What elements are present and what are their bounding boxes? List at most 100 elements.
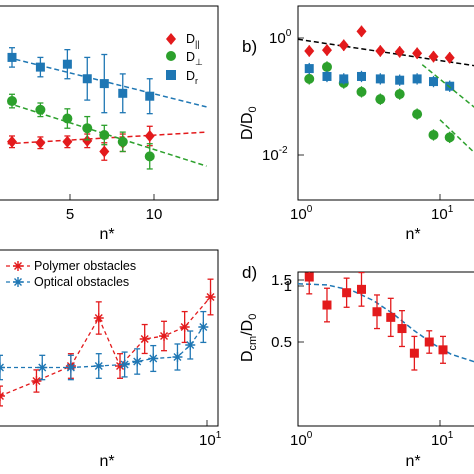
legend-label-d-r: Dr [186, 69, 198, 86]
fit-line [439, 119, 474, 154]
fit-line [298, 283, 474, 363]
panel-d-ylabel: Dcm/D0 [239, 314, 259, 362]
square-data-point [339, 74, 349, 84]
square-data-point [356, 71, 366, 81]
asterisk-data-point [65, 362, 76, 373]
circle-data-point [117, 136, 128, 147]
diamond-data-point [82, 134, 93, 147]
asterisk-data-point [148, 353, 159, 364]
panel-d-label: d) [242, 263, 257, 282]
asterisk-data-point [198, 322, 209, 332]
square-data-point [424, 337, 434, 347]
panel-a: 5 10 n* D|| D⊥ Dr [0, 5, 219, 243]
panel-a-xtick-label: 5 [66, 206, 74, 223]
square-data-point [304, 272, 314, 282]
asterisk-data-point [159, 331, 170, 341]
panel-a-xtick-label: 10 [146, 206, 163, 223]
circle-data-point [62, 113, 73, 124]
panel-a-plot [7, 47, 207, 170]
series-line [0, 326, 204, 369]
panel-b: b) 100 10-2 100 101 n* D/D0 [239, 5, 474, 243]
circle-data-point [82, 123, 93, 134]
panel-c-plot [0, 278, 216, 407]
panel-b-ylabel: D/D0 [239, 106, 259, 140]
square-data-point [409, 348, 419, 358]
square-data-point [304, 64, 314, 74]
diamond-data-point [356, 25, 367, 38]
circle-data-point [99, 130, 110, 141]
asterisk-data-point [115, 361, 126, 371]
square-data-point [322, 71, 332, 81]
asterisk-data-point [37, 362, 48, 373]
circle-data-point [412, 109, 423, 120]
diamond-data-point [304, 44, 315, 57]
circle-data-point [35, 104, 46, 115]
square-data-point [118, 88, 128, 98]
square-data-point [356, 284, 366, 294]
square-data-point [82, 74, 92, 84]
panel-a-frame [0, 5, 219, 201]
asterisk-data-point [139, 334, 150, 344]
square-data-point [438, 345, 448, 355]
diamond-data-point [375, 44, 386, 57]
square-data-point [99, 79, 109, 89]
panel-d-xtick-label: 100 [290, 430, 313, 449]
panel-b-xtick-label: 101 [431, 204, 454, 223]
asterisk-data-point [132, 356, 143, 367]
square-data-point [342, 288, 352, 298]
diamond-data-point [444, 51, 455, 64]
panel-d-ytick-label: 0.5 [271, 334, 292, 351]
panel-b-plot [298, 25, 474, 154]
square-data-point [372, 307, 382, 317]
panel-d-ytick-label: 1.5 [271, 272, 292, 289]
circle-data-point [7, 96, 17, 107]
circle-data-point [356, 86, 367, 97]
legend-label-d-perp: D⊥ [186, 50, 203, 67]
panel-d-xtick-label: 101 [431, 430, 454, 449]
panel-b-ytick-label: 100 [269, 28, 292, 47]
asterisk-data-point [0, 391, 5, 401]
diamond-data-point [144, 129, 155, 142]
circle-data-point [321, 61, 332, 72]
legend-asterisk-marker [13, 261, 23, 271]
fit-line [298, 38, 474, 67]
asterisk-data-point [205, 292, 216, 302]
asterisk-data-point [0, 362, 5, 373]
legend-circle-marker [166, 51, 176, 61]
panel-c-legend: Polymer obstacles Optical obstacles [6, 259, 136, 289]
diamond-data-point [412, 47, 423, 60]
square-data-point [375, 74, 385, 84]
circle-data-point [394, 89, 405, 100]
panel-c-xtick-label: 101 [199, 430, 222, 449]
diamond-data-point [35, 136, 46, 149]
panel-b-ytick-label: 10-2 [262, 145, 288, 164]
panel-d-ytick-label: 1 [284, 278, 292, 295]
panel-c-xlabel: n* [99, 453, 114, 470]
legend-diamond-marker [166, 33, 176, 45]
fit-line [421, 64, 474, 108]
legend-asterisk-marker [13, 277, 23, 287]
square-data-point [429, 77, 439, 87]
circle-data-point [304, 73, 315, 84]
panel-b-frame [297, 5, 474, 201]
asterisk-data-point [93, 313, 104, 323]
diamond-data-point [62, 135, 73, 148]
square-data-point [397, 324, 407, 334]
square-data-point [35, 62, 45, 72]
asterisk-data-point [179, 322, 190, 332]
circle-data-point [428, 129, 439, 140]
circle-data-point [444, 132, 455, 143]
asterisk-data-point [185, 340, 196, 350]
diamond-data-point [99, 145, 110, 158]
square-data-point [412, 74, 422, 84]
panel-c: 101 n* Polymer obstacles Optical obstacl… [0, 249, 222, 470]
square-data-point [386, 312, 396, 322]
asterisk-data-point [172, 352, 183, 362]
legend-square-marker [166, 70, 176, 80]
panel-a-xlabel: n* [99, 226, 114, 243]
diamond-data-point [394, 45, 405, 58]
square-data-point [7, 52, 17, 62]
diamond-data-point [321, 44, 332, 57]
diamond-data-point [428, 50, 439, 63]
